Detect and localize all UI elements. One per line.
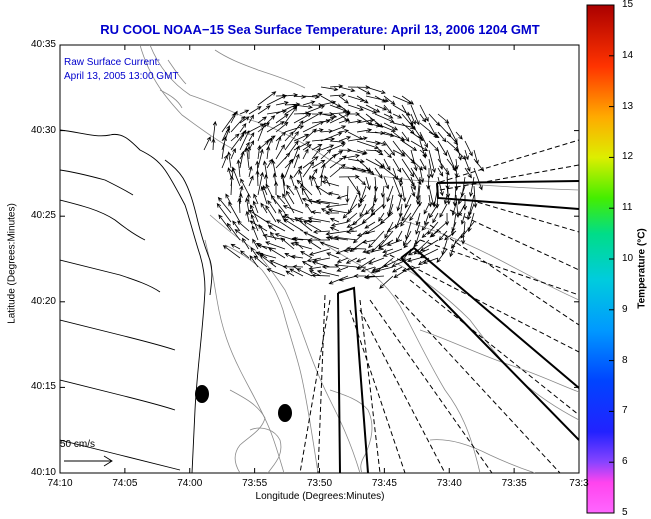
map-title: RU COOL NOAA−15 Sea Surface Temperature:…: [100, 22, 540, 37]
bathymetry-contours: [139, 45, 579, 473]
colorbar-tick-label: 12: [622, 151, 634, 163]
sampling-tracks: [299, 139, 579, 473]
x-tick-label: 73:40: [436, 478, 462, 489]
x-tick-label: 73:45: [371, 478, 397, 489]
coastline: [60, 129, 213, 473]
x-axis-label: Longitude (Degrees:Minutes): [255, 491, 385, 502]
annotation-line1: Raw Surface Current:: [64, 57, 161, 68]
colorbar-tick-label: 8: [622, 354, 628, 366]
colorbar-tick-label: 6: [622, 456, 628, 468]
x-tick-label: 74:05: [112, 478, 138, 489]
y-tick-label: 40:35: [30, 39, 56, 50]
scale-arrow: [64, 455, 113, 467]
colorbar-tick-label: 9: [622, 303, 628, 315]
colorbar-tick-label: 10: [622, 253, 634, 264]
axis-ticks: [59, 44, 580, 474]
station-marker: [278, 404, 292, 422]
station-marker: [195, 385, 209, 403]
colorbar-tick-label: 15: [622, 0, 634, 10]
x-tick-label: 73:35: [501, 478, 527, 489]
y-tick-label: 40:10: [30, 467, 56, 478]
x-tick-label: 73:55: [242, 478, 268, 489]
annotation-line2: April 13, 2005 13:00 GMT: [64, 71, 179, 82]
colorbar-tick-label: 11: [622, 202, 633, 214]
y-tick-label: 40:25: [30, 210, 56, 222]
x-tick-label: 74:00: [177, 478, 203, 489]
colorbar-ticks: [609, 4, 614, 514]
y-tick-label: 40:30: [30, 124, 56, 136]
y-tick-label: 40:20: [30, 295, 56, 307]
x-tick-label: 74:10: [47, 478, 73, 489]
colorbar-tick-label: 7: [622, 405, 628, 417]
surface-current-vectors: [203, 84, 485, 289]
x-tick-label: 73:3: [569, 478, 589, 489]
scale-label: 50 cm/s: [60, 439, 96, 450]
colorbar-tick-label: 14: [622, 49, 634, 61]
y-tick-label: 40:15: [30, 381, 56, 393]
x-tick-label: 73:50: [306, 478, 333, 489]
colorbar-tick-label: 5: [622, 507, 628, 518]
colorbar-tick-label: 13: [622, 100, 634, 112]
